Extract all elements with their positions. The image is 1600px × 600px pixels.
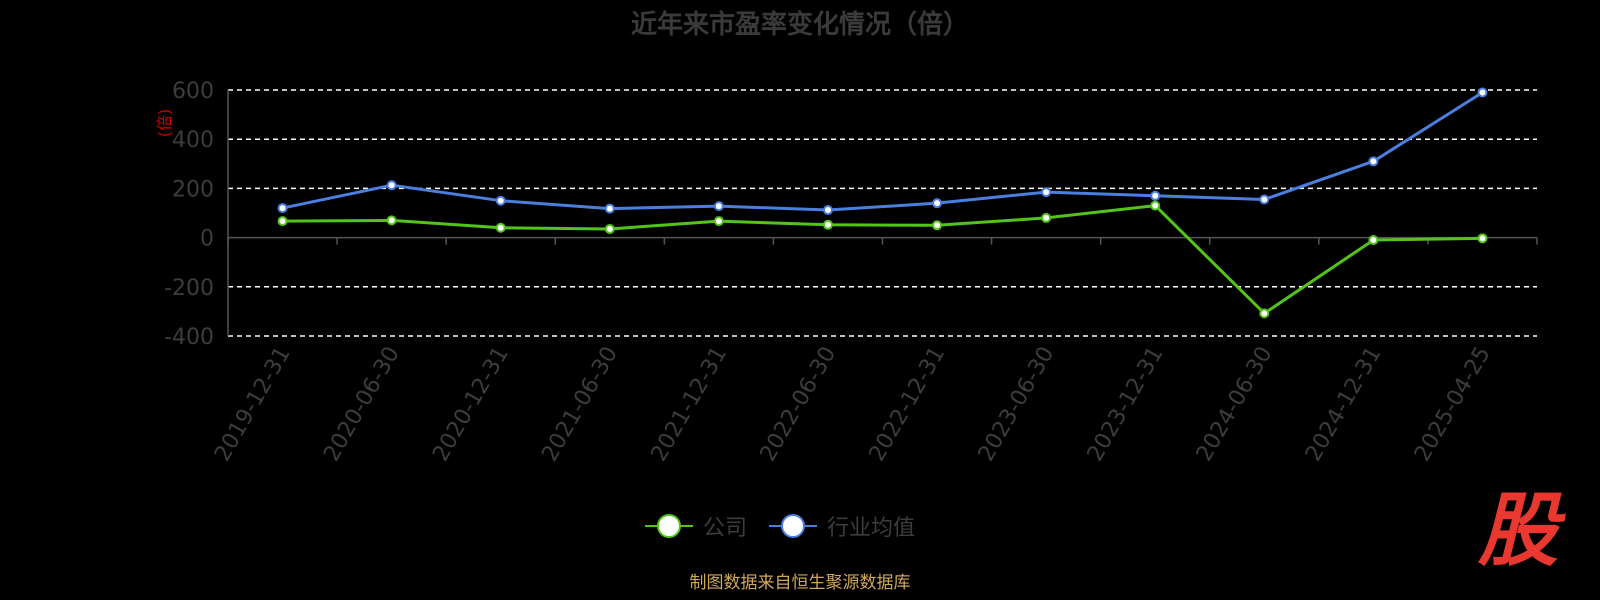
- y-axis-label: (倍): [155, 109, 174, 138]
- series-line: [282, 204, 1483, 315]
- x-tick-labels: 2019-12-31 2020-06-30 2020-12-31 2021-06-30…: [210, 343, 1495, 466]
- axes: [227, 90, 1538, 336]
- data-point: [1477, 233, 1488, 244]
- x-tick-label: 2022-12-31: [865, 343, 951, 466]
- data-point: [1150, 190, 1161, 201]
- data-point: [386, 180, 397, 191]
- data-point: [495, 222, 506, 233]
- y-tick-label: 0: [200, 227, 214, 252]
- series-line: [282, 91, 1484, 212]
- logo: 股: [1478, 483, 1558, 577]
- data-point: [1041, 212, 1052, 223]
- x-tick-label: 2023-12-31: [1083, 343, 1169, 466]
- x-tick-label: 2021-12-31: [646, 343, 732, 466]
- x-tick-label: 2024-06-30: [1192, 343, 1278, 466]
- data-point: [277, 216, 288, 227]
- x-tick-label: 2021-06-30: [537, 343, 623, 466]
- x-tick-label: 2023-06-30: [974, 343, 1060, 466]
- data-point: [1368, 235, 1379, 246]
- data-point: [1041, 187, 1052, 198]
- legend-label-industry: 行业均值: [827, 516, 916, 541]
- x-tick-label: 2020-06-30: [319, 343, 405, 466]
- data-point: [1259, 194, 1270, 205]
- series-industry: [277, 87, 1488, 216]
- x-tick-label: 2024-12-31: [1301, 343, 1387, 466]
- y-tick-label: -200: [164, 276, 214, 301]
- series-group: [277, 87, 1488, 319]
- data-point: [1259, 308, 1270, 319]
- data-point: [386, 215, 397, 226]
- y-tick-label: 600: [172, 79, 214, 104]
- data-point: [277, 203, 288, 214]
- y-tick-labels: -400 -200 0 200 400 600: [164, 79, 214, 350]
- data-point: [822, 219, 833, 230]
- chart-title: 近年来市盈率变化情况（倍）: [630, 10, 969, 40]
- data-point: [1150, 200, 1161, 211]
- data-point: [713, 201, 724, 212]
- data-point: [822, 205, 833, 216]
- x-tick-label: 2019-12-31: [210, 343, 296, 466]
- x-tick-label: 2020-12-31: [428, 343, 514, 466]
- data-point: [604, 223, 615, 234]
- data-point: [604, 203, 615, 214]
- legend-item-company[interactable]: 公司: [645, 510, 747, 542]
- x-tick-label: 2022-06-30: [756, 343, 842, 466]
- y-tick-label: 200: [172, 177, 214, 202]
- y-tick-label: 400: [172, 128, 214, 153]
- x-tick-label: 2025-04-25: [1410, 343, 1496, 466]
- grid-lines: [228, 89, 1537, 337]
- y-tick-label: -400: [164, 325, 214, 350]
- data-point: [713, 216, 724, 227]
- data-point: [932, 220, 943, 231]
- data-point: [495, 195, 506, 206]
- legend-item-industry[interactable]: 行业均值: [769, 510, 915, 542]
- source-note: 制图数据来自恒生聚源数据库: [689, 573, 911, 593]
- data-point: [1477, 87, 1488, 98]
- data-point: [1368, 156, 1379, 167]
- data-point: [932, 198, 943, 209]
- series-company: [277, 200, 1488, 319]
- legend-company-icon: [645, 514, 693, 538]
- legend-industry-icon: [769, 514, 818, 538]
- legend: 公司 行业均值: [645, 508, 915, 544]
- legend-label-company: 公司: [703, 516, 748, 541]
